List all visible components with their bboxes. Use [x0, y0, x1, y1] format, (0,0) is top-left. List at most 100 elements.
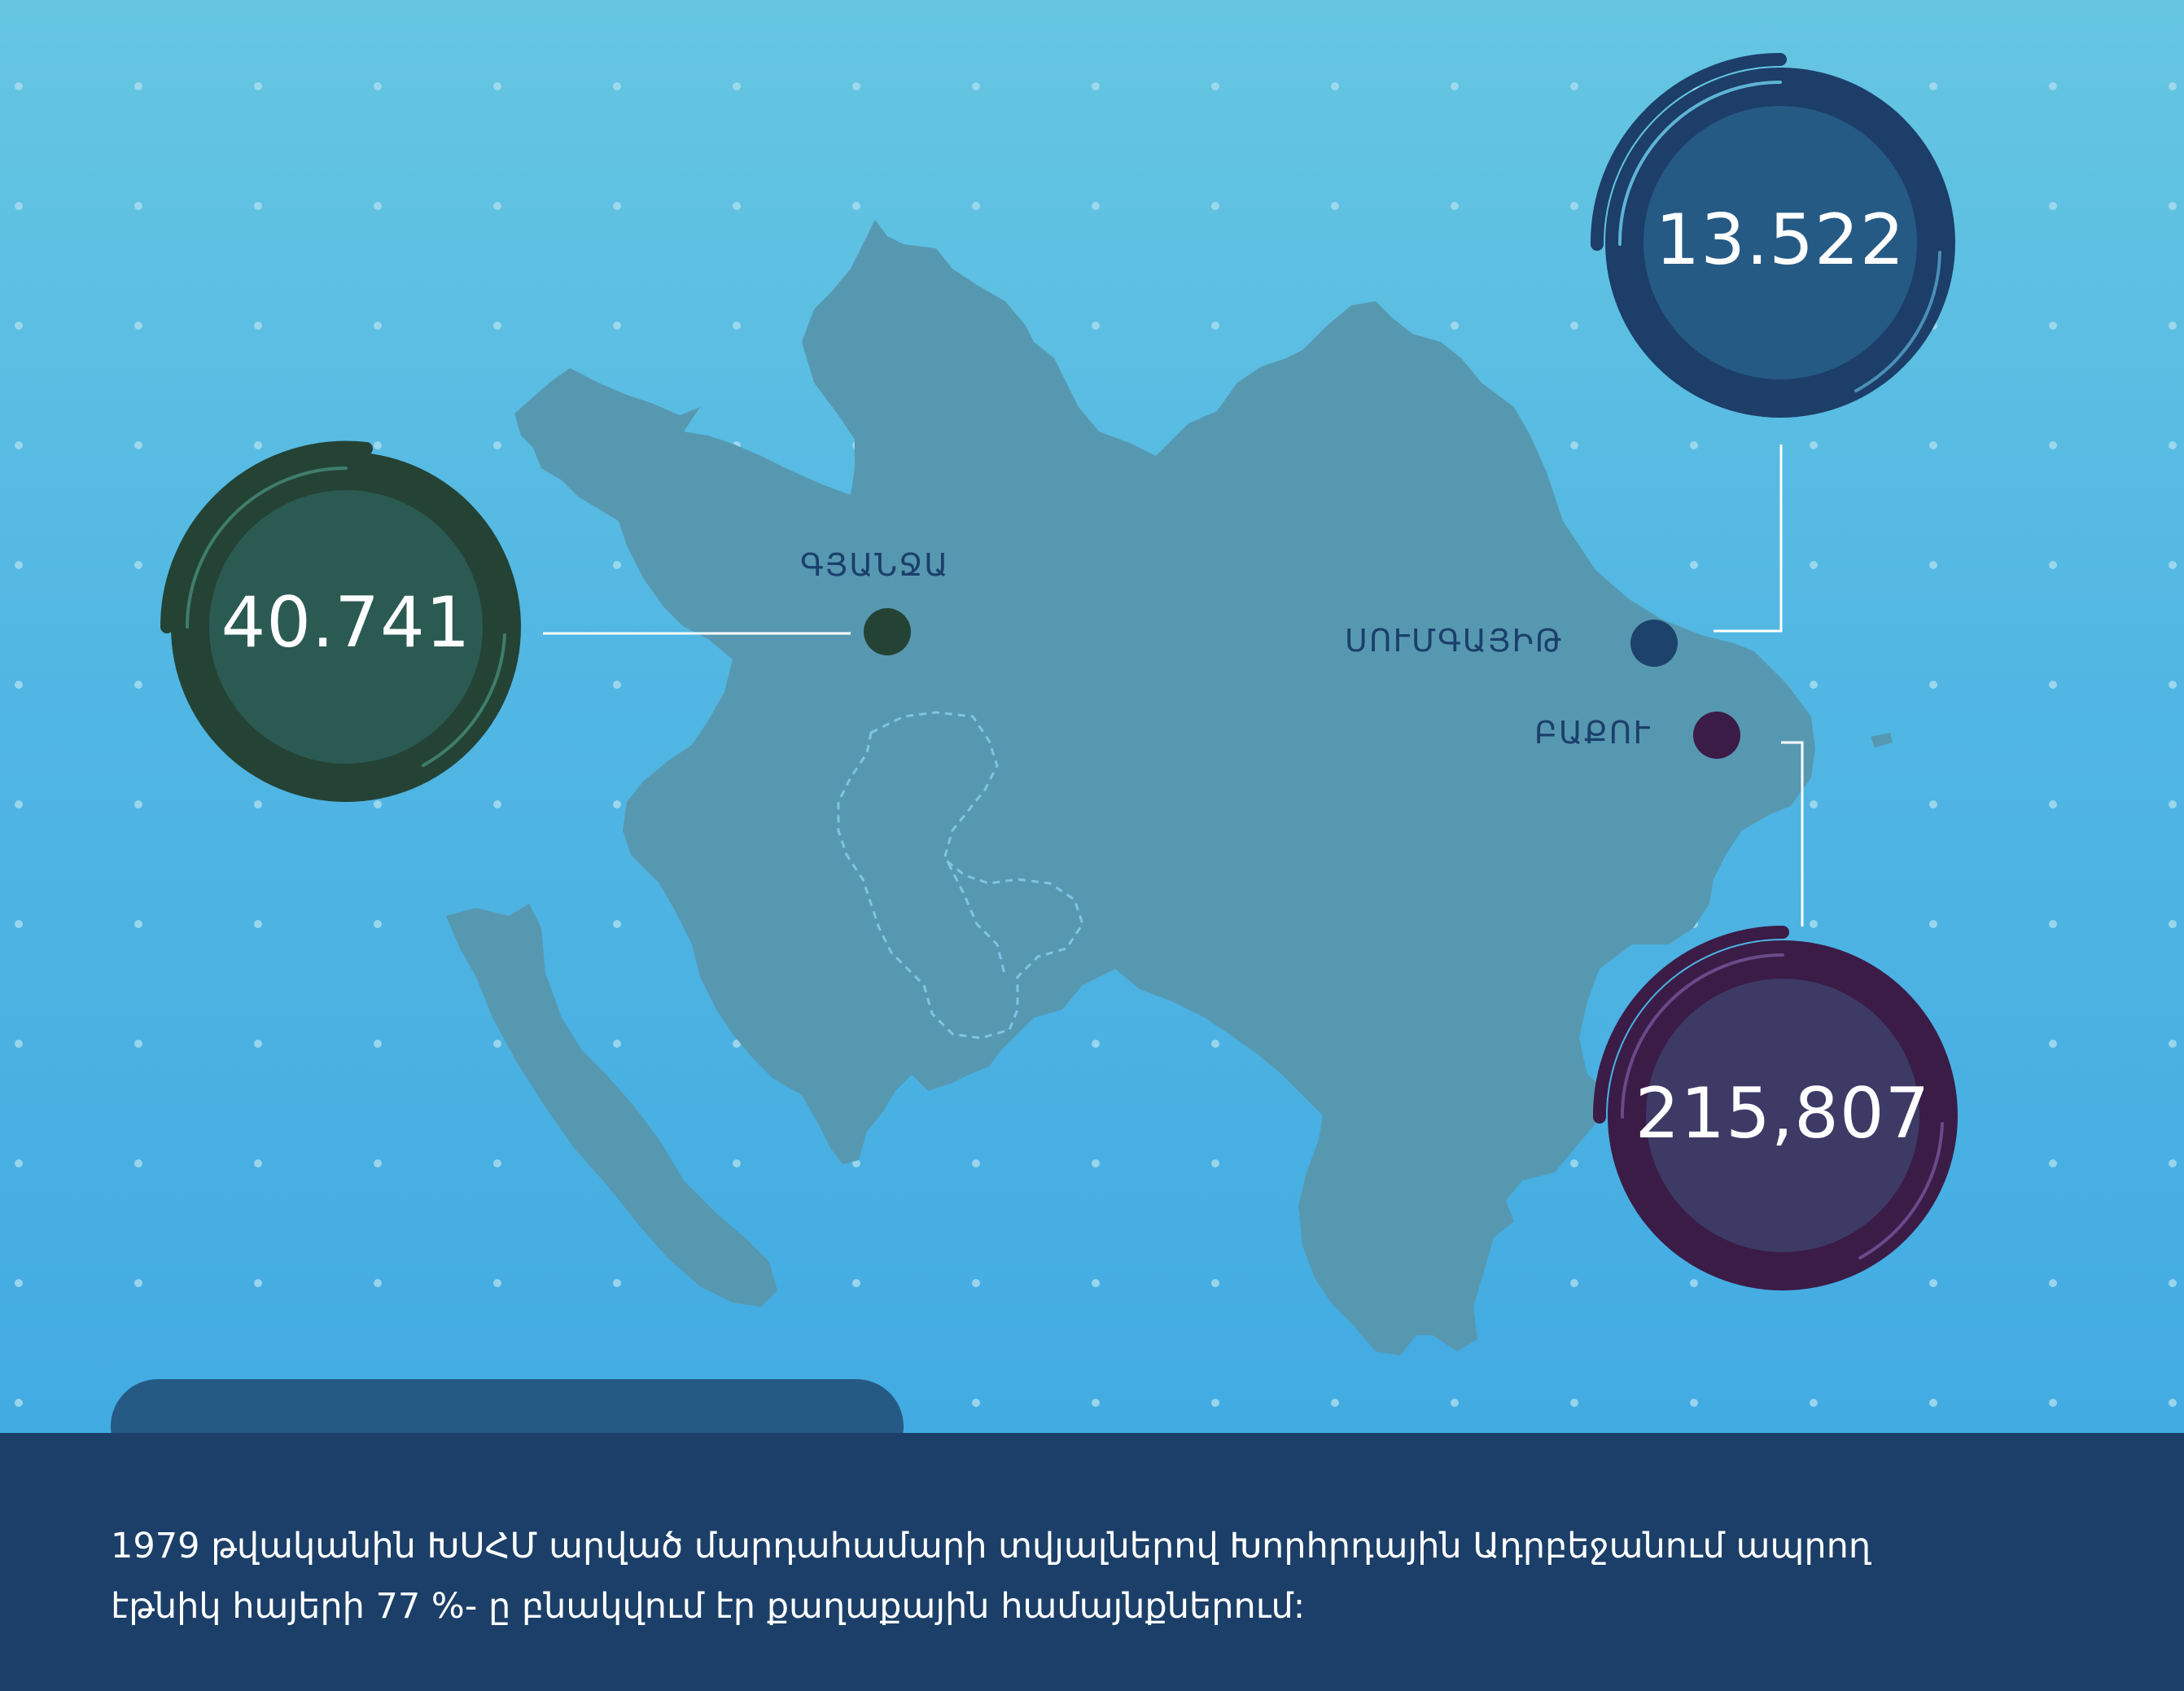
grid-dot	[972, 202, 980, 210]
grid-dot	[1810, 920, 1818, 928]
grid-dot	[15, 561, 23, 569]
grid-dot	[1092, 1159, 1100, 1167]
grid-dot	[733, 82, 741, 90]
sumgait-bubble	[1590, 53, 1955, 418]
grid-dot	[1570, 1159, 1578, 1167]
grid-dot	[1929, 561, 1937, 569]
grid-dot	[2169, 322, 2177, 330]
grid-dot	[613, 1040, 621, 1048]
grid-dot	[374, 920, 382, 928]
grid-dot	[1211, 1159, 1219, 1167]
caption-line-1: 1979 թվականին ԽՍՀՄ արված մարդահամարի տվյ…	[111, 1526, 1871, 1566]
map-island	[1871, 733, 1893, 747]
grid-dot	[1092, 1399, 1100, 1407]
grid-dot	[972, 1159, 980, 1167]
grid-dot	[2049, 322, 2057, 330]
grid-dot	[15, 800, 23, 808]
grid-dot	[852, 202, 860, 210]
sumgait-population: 13.522	[1655, 199, 1906, 281]
grid-dot	[1810, 1399, 1818, 1407]
grid-dot	[134, 800, 142, 808]
grid-dot	[493, 202, 501, 210]
grid-dot	[374, 202, 382, 210]
grid-dot	[1570, 441, 1578, 449]
grid-dot	[1929, 82, 1937, 90]
grid-dot	[1211, 1279, 1219, 1287]
grid-dot	[254, 800, 262, 808]
grid-dot	[733, 322, 741, 330]
grid-dot	[1331, 202, 1339, 210]
caption: 1979 թվականին ԽՍՀՄ արված մարդահամարի տվյ…	[111, 1516, 2097, 1636]
grid-dot	[15, 920, 23, 928]
grid-dot	[1690, 561, 1698, 569]
grid-dot	[254, 1159, 262, 1167]
grid-dot	[1929, 800, 1937, 808]
grid-dot	[493, 1159, 501, 1167]
grid-dot	[1092, 1279, 1100, 1287]
grid-dot	[1929, 1279, 1937, 1287]
grid-dot	[613, 920, 621, 928]
grid-dot	[134, 681, 142, 689]
grid-dot	[493, 1040, 501, 1048]
grid-dot	[1810, 800, 1818, 808]
grid-dot	[852, 1159, 860, 1167]
grid-dot	[2169, 1159, 2177, 1167]
grid-dot	[2049, 82, 2057, 90]
grid-dot	[1690, 441, 1698, 449]
grid-dot	[1211, 1399, 1219, 1407]
caption-line-2: էթնիկ հայերի 77 %- ը բնակվում էր քաղաքայ…	[111, 1586, 1306, 1627]
grid-dot	[15, 681, 23, 689]
grid-dot	[1690, 1399, 1698, 1407]
grid-dot	[254, 82, 262, 90]
grid-dot	[15, 1279, 23, 1287]
baku-label: ԲԱՔՈՒ	[1534, 715, 1652, 751]
grid-dot	[2049, 681, 2057, 689]
grid-dot	[374, 82, 382, 90]
grid-dot	[254, 322, 262, 330]
grid-dot	[1451, 82, 1459, 90]
grid-dot	[2169, 82, 2177, 90]
grid-dot	[1570, 82, 1578, 90]
grid-dot	[733, 1040, 741, 1048]
grid-dot	[1451, 322, 1459, 330]
grid-dot	[254, 202, 262, 210]
grid-dot	[134, 82, 142, 90]
grid-dot	[1570, 322, 1578, 330]
grid-dot	[2169, 681, 2177, 689]
grid-dot	[613, 800, 621, 808]
grid-dot	[2049, 441, 2057, 449]
grid-dot	[254, 1040, 262, 1048]
grid-dot	[254, 920, 262, 928]
grid-dot	[1570, 1399, 1578, 1407]
grid-dot	[493, 1279, 501, 1287]
footer-band	[0, 1433, 2184, 1691]
grid-dot	[15, 441, 23, 449]
grid-dot	[2049, 202, 2057, 210]
grid-dot	[254, 441, 262, 449]
grid-dot	[1570, 1279, 1578, 1287]
sumgait-label: ՍՈՒՄԳԱՅԻԹ	[1345, 623, 1564, 659]
grid-dot	[1451, 1399, 1459, 1407]
grid-dot	[2049, 1159, 2057, 1167]
grid-dot	[972, 1399, 980, 1407]
grid-dot	[1929, 1399, 1937, 1407]
grid-dot	[15, 322, 23, 330]
grid-dot	[493, 82, 501, 90]
grid-dot	[2169, 441, 2177, 449]
grid-dot	[1929, 681, 1937, 689]
grid-dot	[2169, 561, 2177, 569]
grid-dot	[613, 561, 621, 569]
grid-dot	[2169, 202, 2177, 210]
grid-dot	[374, 441, 382, 449]
grid-dot	[613, 82, 621, 90]
baku-population: 215,807	[1635, 1073, 1931, 1154]
ganja-population: 40.741	[221, 582, 471, 664]
grid-dot	[493, 800, 501, 808]
grid-dot	[2169, 1399, 2177, 1407]
grid-dot	[2049, 1279, 2057, 1287]
grid-dot	[1211, 82, 1219, 90]
grid-dot	[613, 202, 621, 210]
grid-dot	[2049, 1399, 2057, 1407]
grid-dot	[1092, 322, 1100, 330]
grid-dot	[2169, 1040, 2177, 1048]
